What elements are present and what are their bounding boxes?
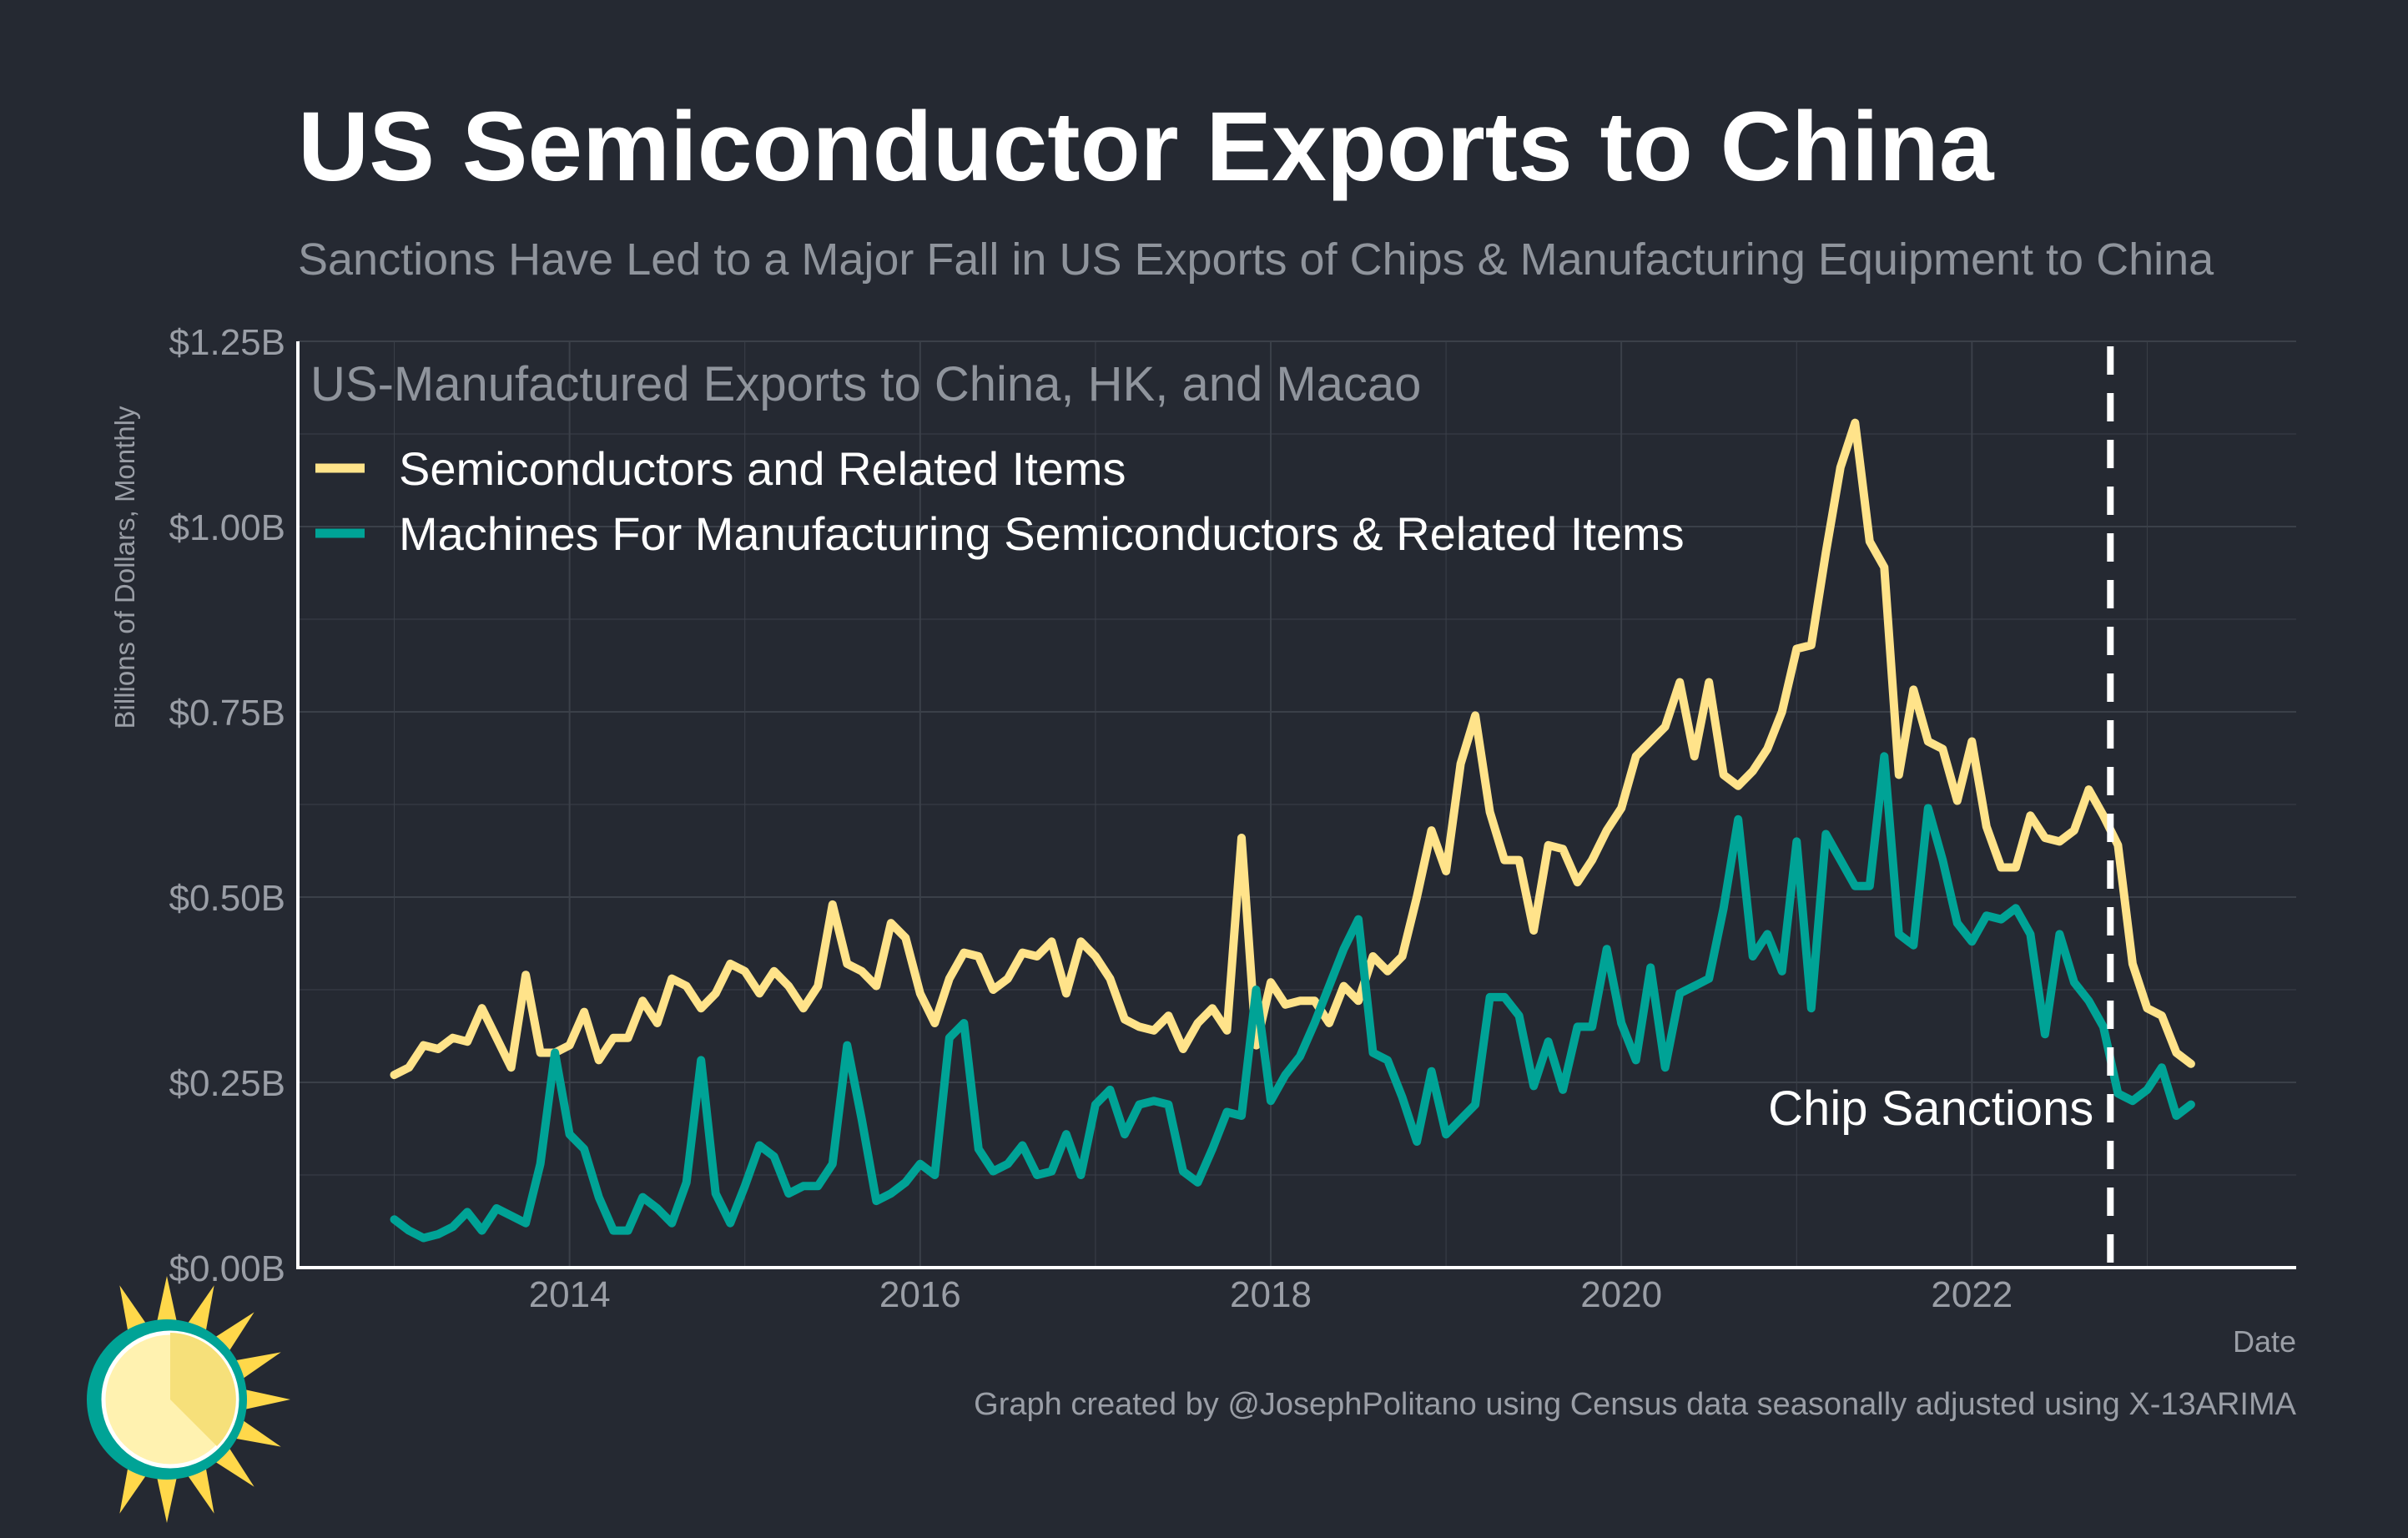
series-line-semiconductors <box>390 418 2195 1080</box>
source-caption: Graph created by @JosephPolitano using C… <box>974 1387 2296 1422</box>
sun-ray <box>155 1276 179 1329</box>
y-tick-label: $0.25B <box>169 1063 285 1104</box>
x-tick-label: 2022 <box>1931 1274 2013 1315</box>
sun-logo-icon <box>87 1276 290 1523</box>
y-tick-label: $1.25B <box>169 322 285 363</box>
sun-ray <box>237 1388 290 1411</box>
series-lines <box>390 418 2195 1243</box>
sanctions-annotation: Chip Sanctions <box>1768 346 2114 1268</box>
grid-lines <box>298 340 2296 1268</box>
x-axis-title: Date <box>2233 1324 2296 1359</box>
chart-title: US Semiconductor Exports to China <box>298 92 1994 202</box>
y-tick-label: $0.50B <box>169 878 285 919</box>
x-tick-label: 2014 <box>529 1274 611 1315</box>
sanctions-label: Chip Sanctions <box>1768 1082 2093 1136</box>
legend-title: US-Manufactured Exports to China, HK, an… <box>310 357 1421 411</box>
y-tick-label: $0.75B <box>169 693 285 734</box>
x-tick-label: 2020 <box>1580 1274 1662 1315</box>
y-tick-label: $1.00B <box>169 507 285 548</box>
x-tick-label: 2018 <box>1230 1274 1312 1315</box>
sun-ray <box>155 1470 179 1523</box>
axes: $0.00B $0.25B $0.50B $0.75B $1.00B $1.25B 2014… <box>109 322 2296 1359</box>
chart-subtitle: Sanctions Have Led to a Major Fall in US… <box>298 234 2214 285</box>
legend: US-Manufactured Exports to China, HK, an… <box>310 357 1685 560</box>
y-tick-label: $0.00B <box>169 1248 285 1289</box>
x-tick-label: 2016 <box>879 1274 961 1315</box>
y-axis-title: Billions of Dollars, Monthly <box>109 406 140 729</box>
legend-label: Machines For Manufacturing Semiconductor… <box>399 507 1685 560</box>
legend-label: Semiconductors and Related Items <box>399 442 1126 495</box>
sun-shade <box>170 1333 236 1446</box>
series-line-machines <box>390 752 2195 1243</box>
